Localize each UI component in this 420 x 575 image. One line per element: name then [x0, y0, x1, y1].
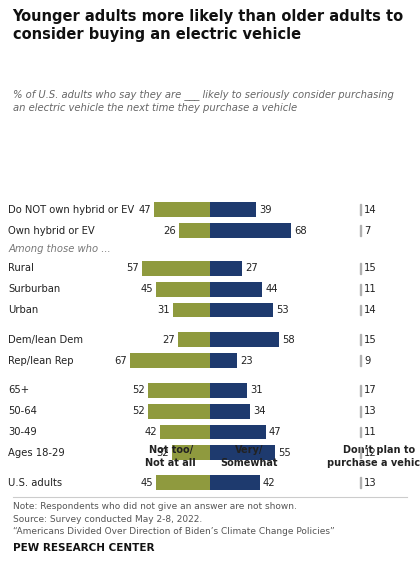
Text: 9: 9	[365, 355, 371, 366]
Text: 45: 45	[141, 478, 154, 488]
Text: 15: 15	[365, 335, 377, 345]
Text: 31: 31	[158, 305, 170, 315]
Text: 53: 53	[276, 305, 289, 315]
Bar	[179, 223, 210, 238]
Text: 27: 27	[245, 263, 258, 273]
Text: 47: 47	[139, 205, 151, 214]
Bar	[210, 353, 237, 368]
Text: Note: Respondents who did not give an answer are not shown.: Note: Respondents who did not give an an…	[13, 502, 297, 511]
Text: 7: 7	[365, 225, 371, 236]
Text: 27: 27	[162, 335, 175, 345]
Bar	[210, 261, 242, 276]
Text: % of U.S. adults who say they are ___ likely to seriously consider purchasing
an: % of U.S. adults who say they are ___ li…	[13, 89, 394, 113]
Bar	[178, 332, 210, 347]
Text: 11: 11	[365, 284, 377, 294]
Text: 39: 39	[259, 205, 272, 214]
Text: Very/
Somewhat: Very/ Somewhat	[220, 445, 278, 467]
Text: Among those who ...: Among those who ...	[8, 244, 111, 255]
Bar	[210, 424, 266, 439]
Bar	[210, 404, 250, 419]
Text: 17: 17	[365, 385, 377, 396]
Text: 31: 31	[250, 385, 262, 396]
Text: Dem/lean Dem: Dem/lean Dem	[8, 335, 84, 345]
Text: 30-49: 30-49	[8, 427, 37, 437]
Bar	[148, 404, 210, 419]
Text: Own hybrid or EV: Own hybrid or EV	[8, 225, 95, 236]
Bar	[156, 282, 210, 297]
Text: 26: 26	[163, 225, 176, 236]
Text: 14: 14	[365, 205, 377, 214]
Text: Surburban: Surburban	[8, 284, 60, 294]
Text: Younger adults more likely than older adults to
consider buying an electric vehi: Younger adults more likely than older ad…	[13, 9, 404, 41]
Text: 11: 11	[365, 427, 377, 437]
Text: 32: 32	[156, 448, 169, 458]
Text: 42: 42	[263, 478, 276, 488]
Text: 12: 12	[365, 448, 377, 458]
Text: 52: 52	[132, 385, 145, 396]
Text: U.S. adults: U.S. adults	[8, 478, 63, 488]
Text: 14: 14	[365, 305, 377, 315]
Text: “Americans Divided Over Direction of Biden’s Climate Change Policies”: “Americans Divided Over Direction of Bid…	[13, 527, 334, 536]
Text: 45: 45	[141, 284, 154, 294]
Text: Not too/
Not at all: Not too/ Not at all	[145, 445, 196, 467]
Text: 13: 13	[365, 478, 377, 488]
Bar	[154, 202, 210, 217]
Text: 13: 13	[365, 406, 377, 416]
Bar	[173, 302, 210, 317]
Bar	[210, 302, 273, 317]
Text: 57: 57	[126, 263, 139, 273]
Bar	[210, 202, 257, 217]
Text: 68: 68	[294, 225, 307, 236]
Text: Rural: Rural	[8, 263, 34, 273]
Bar	[130, 353, 210, 368]
Text: Do NOT own hybrid or EV: Do NOT own hybrid or EV	[8, 205, 135, 214]
Text: Rep/lean Rep: Rep/lean Rep	[8, 355, 74, 366]
Text: 44: 44	[265, 284, 278, 294]
Bar	[156, 475, 210, 490]
Bar	[210, 475, 260, 490]
Text: 58: 58	[282, 335, 294, 345]
Text: 50-64: 50-64	[8, 406, 37, 416]
Bar	[172, 446, 210, 460]
Bar	[210, 223, 291, 238]
Text: 42: 42	[144, 427, 157, 437]
Bar	[148, 383, 210, 398]
Text: 65+: 65+	[8, 385, 29, 396]
Text: Urban: Urban	[8, 305, 39, 315]
Text: 15: 15	[365, 263, 377, 273]
Bar	[210, 332, 279, 347]
Text: Don’t plan to
purchase a vehicle: Don’t plan to purchase a vehicle	[327, 445, 420, 467]
Text: Ages 18-29: Ages 18-29	[8, 448, 65, 458]
Text: 23: 23	[240, 355, 253, 366]
Text: 47: 47	[269, 427, 281, 437]
Text: Source: Survey conducted May 2-8, 2022.: Source: Survey conducted May 2-8, 2022.	[13, 515, 202, 524]
Bar	[160, 424, 210, 439]
Bar	[210, 446, 276, 460]
Text: 55: 55	[278, 448, 291, 458]
Bar	[142, 261, 210, 276]
Text: 34: 34	[253, 406, 266, 416]
Text: 52: 52	[132, 406, 145, 416]
Bar	[210, 383, 247, 398]
Text: PEW RESEARCH CENTER: PEW RESEARCH CENTER	[13, 543, 154, 553]
Bar	[210, 282, 262, 297]
Text: 67: 67	[115, 355, 127, 366]
